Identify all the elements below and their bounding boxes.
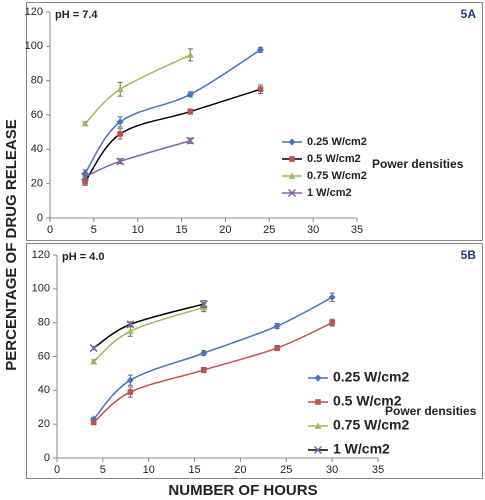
x-tick-label: 5	[100, 464, 106, 476]
x-tick-label: 15	[188, 464, 200, 476]
x-tick-label: 10	[143, 464, 155, 476]
y-tick-label: 80	[31, 75, 43, 87]
marker	[274, 345, 280, 351]
x-tick-label: 30	[307, 224, 319, 236]
y-tick-label: 80	[38, 317, 50, 329]
marker	[289, 156, 295, 162]
marker	[315, 399, 321, 405]
marker	[288, 138, 296, 146]
y-axis-label: PERCENTAGE OF DRUG RELEASE	[3, 119, 20, 370]
y-tick-label: 40	[31, 143, 43, 155]
y-tick-label: 100	[25, 40, 43, 52]
y-tick-label: 100	[32, 283, 50, 295]
y-tick-label: 20	[31, 178, 43, 190]
x-tick-label: 25	[263, 224, 275, 236]
panel-label: 5A	[461, 7, 477, 21]
legend-label: 1 W/cm2	[307, 187, 352, 199]
marker	[257, 46, 265, 54]
x-tick-label: 35	[351, 224, 363, 236]
subtitle: pH = 7.4	[55, 9, 98, 21]
marker	[89, 344, 98, 353]
marker	[314, 422, 322, 429]
marker	[287, 188, 297, 198]
series-line	[93, 296, 333, 420]
x-tick-label: 30	[326, 464, 338, 476]
marker	[329, 319, 335, 326]
marker	[200, 349, 208, 357]
series-line	[93, 306, 204, 363]
series-line	[93, 303, 204, 349]
marker	[186, 51, 194, 58]
marker	[288, 172, 296, 179]
marker	[328, 293, 336, 301]
marker	[313, 445, 323, 455]
x-tick-label: 25	[280, 464, 292, 476]
marker	[127, 389, 134, 395]
series-line	[93, 321, 333, 424]
y-tick-label: 60	[31, 109, 43, 121]
series-line	[84, 49, 261, 174]
panel-frame	[26, 2, 483, 241]
marker	[126, 376, 134, 384]
x-tick-label: 0	[47, 224, 53, 236]
legend-label: 0.75 W/cm2	[333, 417, 409, 433]
series-line	[84, 88, 261, 183]
legend-title: Power densities	[372, 157, 464, 171]
marker	[273, 322, 281, 330]
y-tick-label: 40	[38, 384, 50, 396]
marker	[257, 86, 264, 93]
panel-frame	[26, 243, 483, 479]
marker	[200, 367, 207, 373]
x-tick-label: 0	[54, 464, 60, 476]
marker	[81, 172, 90, 181]
x-tick-label: 10	[132, 224, 144, 236]
marker	[116, 157, 125, 166]
y-tick-label: 120	[25, 6, 43, 18]
x-tick-label: 20	[219, 224, 231, 236]
marker	[126, 327, 134, 334]
legend-label: 0.25 W/cm2	[333, 369, 409, 385]
marker	[186, 90, 194, 98]
marker	[199, 300, 208, 309]
subtitle: pH = 4.0	[62, 251, 105, 263]
marker	[314, 374, 322, 382]
x-tick-label: 15	[175, 224, 187, 236]
marker	[82, 179, 88, 185]
marker	[90, 419, 97, 426]
y-tick-label: 0	[37, 212, 43, 224]
marker	[81, 120, 89, 127]
legend-label: 0.75 W/cm2	[307, 170, 367, 182]
panel-label: 5B	[461, 248, 477, 262]
x-tick-label: 35	[372, 464, 384, 476]
x-axis-label: NUMBER OF HOURS	[168, 482, 317, 499]
x-tick-label: 5	[91, 224, 97, 236]
marker	[117, 131, 123, 137]
legend-label: 1 W/cm2	[333, 441, 390, 457]
marker	[126, 320, 135, 329]
y-tick-label: 60	[38, 350, 50, 362]
legend-label: 0.5 W/cm2	[307, 153, 361, 165]
marker	[116, 118, 124, 126]
marker	[187, 108, 194, 115]
y-tick-label: 120	[32, 249, 50, 261]
legend-title: Power densities	[385, 404, 477, 418]
y-tick-label: 0	[44, 452, 50, 464]
x-tick-label: 20	[234, 464, 246, 476]
marker	[90, 358, 98, 365]
marker	[116, 85, 124, 93]
y-tick-label: 20	[38, 418, 50, 430]
marker	[186, 136, 195, 145]
legend-label: 0.25 W/cm2	[307, 136, 367, 148]
legend-label: 0.5 W/cm2	[333, 393, 402, 409]
